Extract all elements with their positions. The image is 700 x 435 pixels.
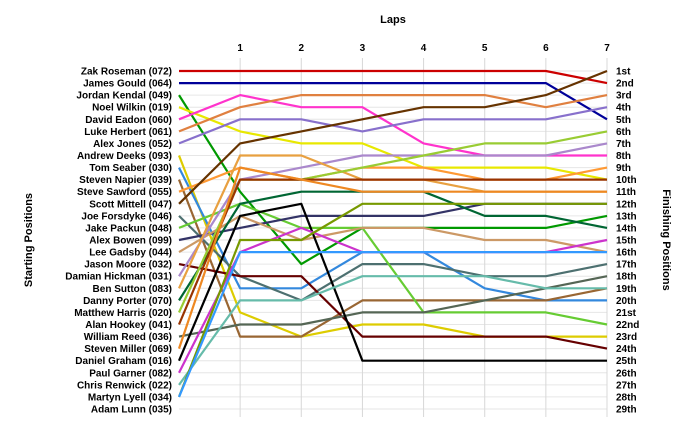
series-line xyxy=(179,81,608,121)
driver-label: Martyn Lyell (034) xyxy=(88,392,172,403)
driver-label: Zak Roseman (072) xyxy=(81,67,172,78)
driver-label: Alex Bowen (099) xyxy=(89,236,172,247)
finishing-position-labels: 1st2nd3rd4th5th6th7th8th9th10th11th12th1… xyxy=(616,67,639,416)
driver-label: Jason Moore (032) xyxy=(84,260,172,271)
series-line xyxy=(177,179,608,338)
driver-label: Daniel Graham (016) xyxy=(75,356,172,367)
x-tick-label: 2 xyxy=(299,43,305,54)
series-line xyxy=(178,263,608,350)
finish-position-label: 9th xyxy=(616,163,631,174)
series-line xyxy=(178,202,608,326)
driver-label: Tom Seaber (030) xyxy=(89,163,172,174)
right-axis-title: Finishing Positions xyxy=(660,189,672,290)
driver-label: Alex Jones (052) xyxy=(93,139,172,150)
driver-label: Luke Herbert (061) xyxy=(84,127,172,138)
driver-label: Steven Miller (069) xyxy=(84,344,172,355)
finish-position-label: 26th xyxy=(616,368,637,379)
finish-position-label: 14th xyxy=(616,223,637,234)
driver-label: Joe Forsdyke (046) xyxy=(81,211,172,222)
series-line xyxy=(178,142,608,277)
finish-position-label: 12th xyxy=(616,199,637,210)
driver-label: Andrew Deeks (093) xyxy=(77,151,172,162)
x-tick-labels: 1 2 3 4 5 6 7 xyxy=(237,43,610,54)
finish-position-label: 23rd xyxy=(616,332,637,343)
starting-position-labels: Zak Roseman (072)James Gould (064)Jordan… xyxy=(65,67,172,416)
driver-label: Scott Mittell (047) xyxy=(89,199,172,210)
series-line xyxy=(178,106,608,145)
finish-position-label: 10th xyxy=(616,175,637,186)
driver-label: James Gould (064) xyxy=(83,79,172,90)
finish-position-label: 3rd xyxy=(616,91,632,102)
finish-position-label: 6th xyxy=(616,127,631,138)
driver-label: David Eadon (060) xyxy=(85,115,172,126)
driver-label: Jake Packun (048) xyxy=(85,223,172,234)
series-line xyxy=(178,69,608,205)
series-line xyxy=(178,214,608,254)
x-tick-label: 7 xyxy=(604,43,610,54)
finish-position-label: 4th xyxy=(616,103,631,114)
driver-label: Alan Hookey (041) xyxy=(85,320,172,331)
series-line xyxy=(177,178,607,325)
finish-position-label: 17th xyxy=(616,260,637,271)
driver-label: Jordan Kendal (049) xyxy=(76,91,172,102)
x-tick-label: 6 xyxy=(543,43,549,54)
top-axis-title: Laps xyxy=(380,14,406,26)
driver-label: Matthew Harris (020) xyxy=(74,308,172,319)
driver-label: Damian Hickman (031) xyxy=(65,272,172,283)
finish-position-label: 2nd xyxy=(616,79,634,90)
left-axis-title: Starting Positions xyxy=(23,193,35,287)
series-line xyxy=(179,69,608,85)
series-line xyxy=(178,215,608,302)
finish-position-label: 18th xyxy=(616,272,637,283)
driver-label: Noel Wilkin (019) xyxy=(92,103,172,114)
series-line xyxy=(178,275,608,338)
finish-position-label: 29th xyxy=(616,405,637,416)
finish-position-label: 11th xyxy=(616,187,636,198)
series-line xyxy=(177,202,607,362)
driver-label: Ben Sutton (083) xyxy=(93,284,172,295)
driver-label: Adam Lunn (035) xyxy=(91,405,172,416)
series-lines xyxy=(177,69,608,398)
finish-position-label: 1st xyxy=(616,67,631,78)
driver-label: Lee Gadsby (044) xyxy=(89,248,172,259)
finish-position-label: 24th xyxy=(616,344,637,355)
finish-position-label: 7th xyxy=(616,139,631,150)
x-tick-label: 4 xyxy=(421,43,427,54)
plot-area xyxy=(179,40,607,419)
finish-position-label: 16th xyxy=(616,248,637,259)
x-tick-label: 3 xyxy=(360,43,366,54)
driver-label: Steve Sawford (055) xyxy=(77,187,172,198)
series-line xyxy=(177,202,607,398)
series-line xyxy=(177,166,607,349)
series-line xyxy=(177,251,607,398)
driver-label: Steven Napier (039) xyxy=(79,175,172,186)
x-tick-label: 1 xyxy=(237,43,243,54)
finish-position-label: 15th xyxy=(616,236,637,247)
driver-label: William Reed (036) xyxy=(84,332,172,343)
finish-position-label: 20th xyxy=(616,296,637,307)
finish-position-label: 5th xyxy=(616,115,631,126)
series-line xyxy=(178,275,607,386)
driver-label: Chris Renwick (022) xyxy=(77,380,172,391)
finish-position-label: 22nd xyxy=(616,320,639,331)
finish-position-label: 19th xyxy=(616,284,637,295)
driver-label: Danny Porter (070) xyxy=(83,296,172,307)
finish-position-label: 27th xyxy=(616,380,637,391)
finish-position-label: 8th xyxy=(616,151,631,162)
x-tick-label: 5 xyxy=(482,43,488,54)
finish-position-label: 28th xyxy=(616,392,637,403)
finish-position-label: 25th xyxy=(616,356,637,367)
series-line xyxy=(178,93,608,133)
finish-position-label: 13th xyxy=(616,211,637,222)
driver-label: Paul Garner (082) xyxy=(89,368,172,379)
grid xyxy=(179,40,608,419)
finish-position-label: 21st xyxy=(616,308,637,319)
